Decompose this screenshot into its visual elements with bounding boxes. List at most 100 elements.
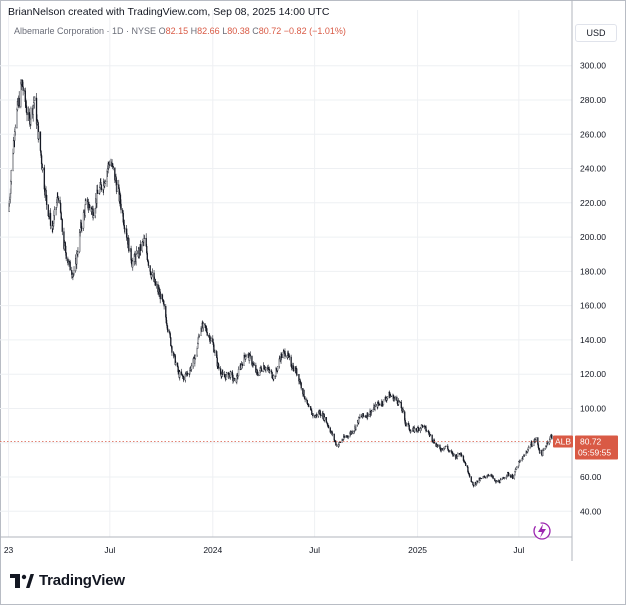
- candle-body: [312, 413, 314, 417]
- candle-body: [218, 366, 220, 369]
- candle-body: [230, 371, 232, 378]
- candle-body: [10, 170, 13, 182]
- symbol-legend: Albemarle Corporation · 1D · NYSE O82.15…: [14, 26, 346, 36]
- candle-body: [335, 444, 338, 446]
- candle-body: [219, 368, 222, 375]
- candle-body: [449, 450, 451, 452]
- candle-body: [425, 430, 428, 432]
- candle-body: [304, 398, 306, 400]
- candle-body: [202, 323, 204, 328]
- candle-body: [155, 284, 157, 286]
- candle-body: [386, 396, 389, 399]
- candle-body: [358, 416, 360, 423]
- candle-body: [316, 414, 318, 417]
- y-tick-label: 140.00: [580, 335, 606, 345]
- candle-body: [22, 86, 24, 91]
- candle-body: [396, 397, 398, 401]
- candle-body: [453, 453, 455, 456]
- candle-body: [233, 378, 236, 380]
- y-tick-label: 200.00: [580, 232, 606, 242]
- candle-body: [210, 338, 212, 342]
- candle-body: [470, 476, 472, 482]
- candle-body: [515, 466, 518, 470]
- candle-body: [492, 476, 494, 479]
- candle-body: [45, 189, 47, 196]
- candle-body: [404, 420, 406, 425]
- candle-body: [265, 367, 267, 370]
- candle-body: [128, 238, 130, 252]
- candle-body: [183, 376, 185, 381]
- time-axis: 23 Jul 2024 Jul 2025 Jul: [0, 536, 572, 555]
- chart-credit: BrianNelson created with TradingView.com…: [8, 6, 330, 18]
- candle-body: [179, 371, 181, 378]
- candle-body: [531, 445, 533, 447]
- candle-body: [186, 372, 189, 375]
- lightning-replay-icon[interactable]: [533, 522, 551, 540]
- chart-grid: [0, 10, 572, 537]
- candle-body: [333, 433, 335, 441]
- low-value: 80.38: [227, 26, 250, 36]
- candle-body: [33, 100, 35, 103]
- candle-body: [359, 415, 361, 418]
- candle-body: [222, 371, 224, 375]
- candle-body: [16, 109, 18, 128]
- candle-body: [204, 323, 206, 326]
- candle-body: [500, 478, 502, 480]
- candle-body: [169, 333, 171, 338]
- candle-body: [547, 441, 549, 444]
- currency-button[interactable]: USD: [575, 24, 617, 42]
- candle-body: [465, 463, 467, 466]
- candle-body: [161, 294, 164, 300]
- candle-body: [237, 369, 240, 377]
- candle-body: [543, 448, 545, 451]
- symbol-tag-text: ALB: [555, 437, 571, 447]
- candle-body: [180, 371, 183, 375]
- candle-body: [135, 253, 137, 262]
- candle-body: [85, 200, 87, 205]
- candle-body: [310, 406, 312, 410]
- candle-body: [143, 238, 146, 240]
- candle-body: [539, 450, 541, 453]
- candle-body: [171, 346, 173, 353]
- candle-body: [245, 355, 248, 358]
- candle-body: [484, 476, 486, 478]
- candle-body: [398, 400, 400, 403]
- tradingview-brand[interactable]: TradingView: [10, 572, 125, 589]
- candle-body: [378, 403, 381, 406]
- candle-body: [472, 484, 475, 487]
- candle-body: [431, 434, 433, 441]
- candle-body: [374, 404, 377, 407]
- candle-body: [300, 382, 302, 389]
- candle-body: [351, 431, 353, 434]
- candle-body: [468, 474, 471, 477]
- candle-body: [39, 131, 42, 151]
- candle-body: [339, 441, 342, 443]
- candle-body: [367, 412, 369, 417]
- candle-body: [206, 331, 208, 336]
- candle-body: [280, 353, 283, 359]
- candle-body: [192, 358, 194, 367]
- candle-body: [53, 209, 56, 216]
- brand-text: TradingView: [39, 572, 125, 589]
- candle-body: [542, 450, 544, 456]
- candle-body: [214, 351, 216, 353]
- candle-body: [120, 203, 122, 211]
- close-label: C: [252, 26, 259, 36]
- candle-body: [124, 228, 126, 230]
- candle-body: [65, 252, 67, 259]
- candle-body: [496, 480, 498, 483]
- candle-body: [18, 97, 20, 107]
- candle-body: [108, 164, 110, 166]
- candle-body: [512, 475, 514, 479]
- y-tick-label: 280.00: [580, 95, 606, 105]
- candle-body: [136, 250, 138, 255]
- tradingview-logo-icon: [10, 573, 34, 588]
- candle-body: [461, 454, 463, 457]
- candle-body: [26, 112, 28, 116]
- candle-body: [77, 251, 79, 255]
- y-tick-label: 100.00: [580, 403, 606, 413]
- candle-body: [504, 477, 506, 479]
- candle-body: [57, 197, 60, 201]
- candle-body: [523, 455, 526, 456]
